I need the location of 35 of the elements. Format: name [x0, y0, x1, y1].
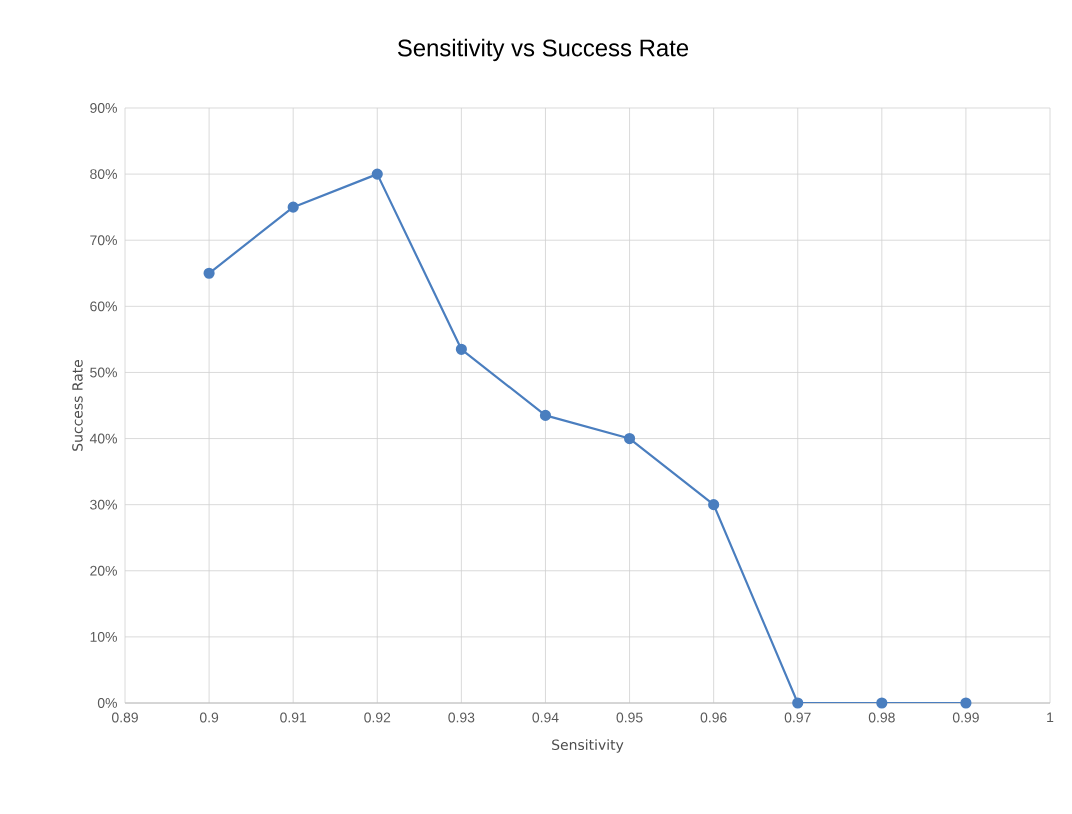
- point: [708, 499, 720, 511]
- point: [960, 697, 972, 709]
- y-tick-label: 80%: [90, 169, 117, 180]
- y-axis-title: Success Rate: [72, 359, 83, 451]
- y-tick-label: 70%: [90, 235, 117, 246]
- y-tick-label: 60%: [90, 301, 117, 312]
- point: [287, 201, 299, 213]
- x-tick-label: 0.91: [280, 712, 307, 723]
- point: [623, 432, 636, 445]
- x-tick-label: 0.95: [616, 712, 643, 723]
- x-tick-label: 0.96: [700, 712, 727, 723]
- x-tick-label: 0.98: [868, 712, 895, 723]
- y-tick-label: 20%: [90, 565, 117, 576]
- y-tick-label: 40%: [89, 433, 117, 444]
- point: [371, 168, 383, 180]
- y-tick-label: 10%: [90, 631, 117, 642]
- y-tick-label: 0%: [97, 698, 117, 708]
- x-tick-label: 0.89: [111, 712, 138, 723]
- x-axis-title: Sensitivity: [552, 739, 624, 753]
- point: [455, 343, 467, 355]
- y-tick-label: 50%: [90, 367, 117, 378]
- x-tick-label: 0.9: [199, 712, 219, 723]
- chart-title: Sensitivity vs Success Rate: [397, 38, 689, 62]
- x-tick-label: 0.99: [952, 712, 979, 723]
- point: [539, 409, 552, 421]
- point: [792, 697, 804, 709]
- x-tick-label: 0.93: [448, 712, 475, 723]
- y-tick-label: 30%: [90, 499, 117, 510]
- point: [876, 697, 888, 709]
- y-tick-label: 90%: [90, 103, 117, 113]
- x-tick-label: 0.92: [364, 712, 391, 723]
- x-tick-label: 0.97: [784, 712, 811, 723]
- x-tick-label: 1: [1047, 712, 1054, 723]
- point: [203, 267, 215, 279]
- x-tick-label: 0.94: [532, 712, 559, 723]
